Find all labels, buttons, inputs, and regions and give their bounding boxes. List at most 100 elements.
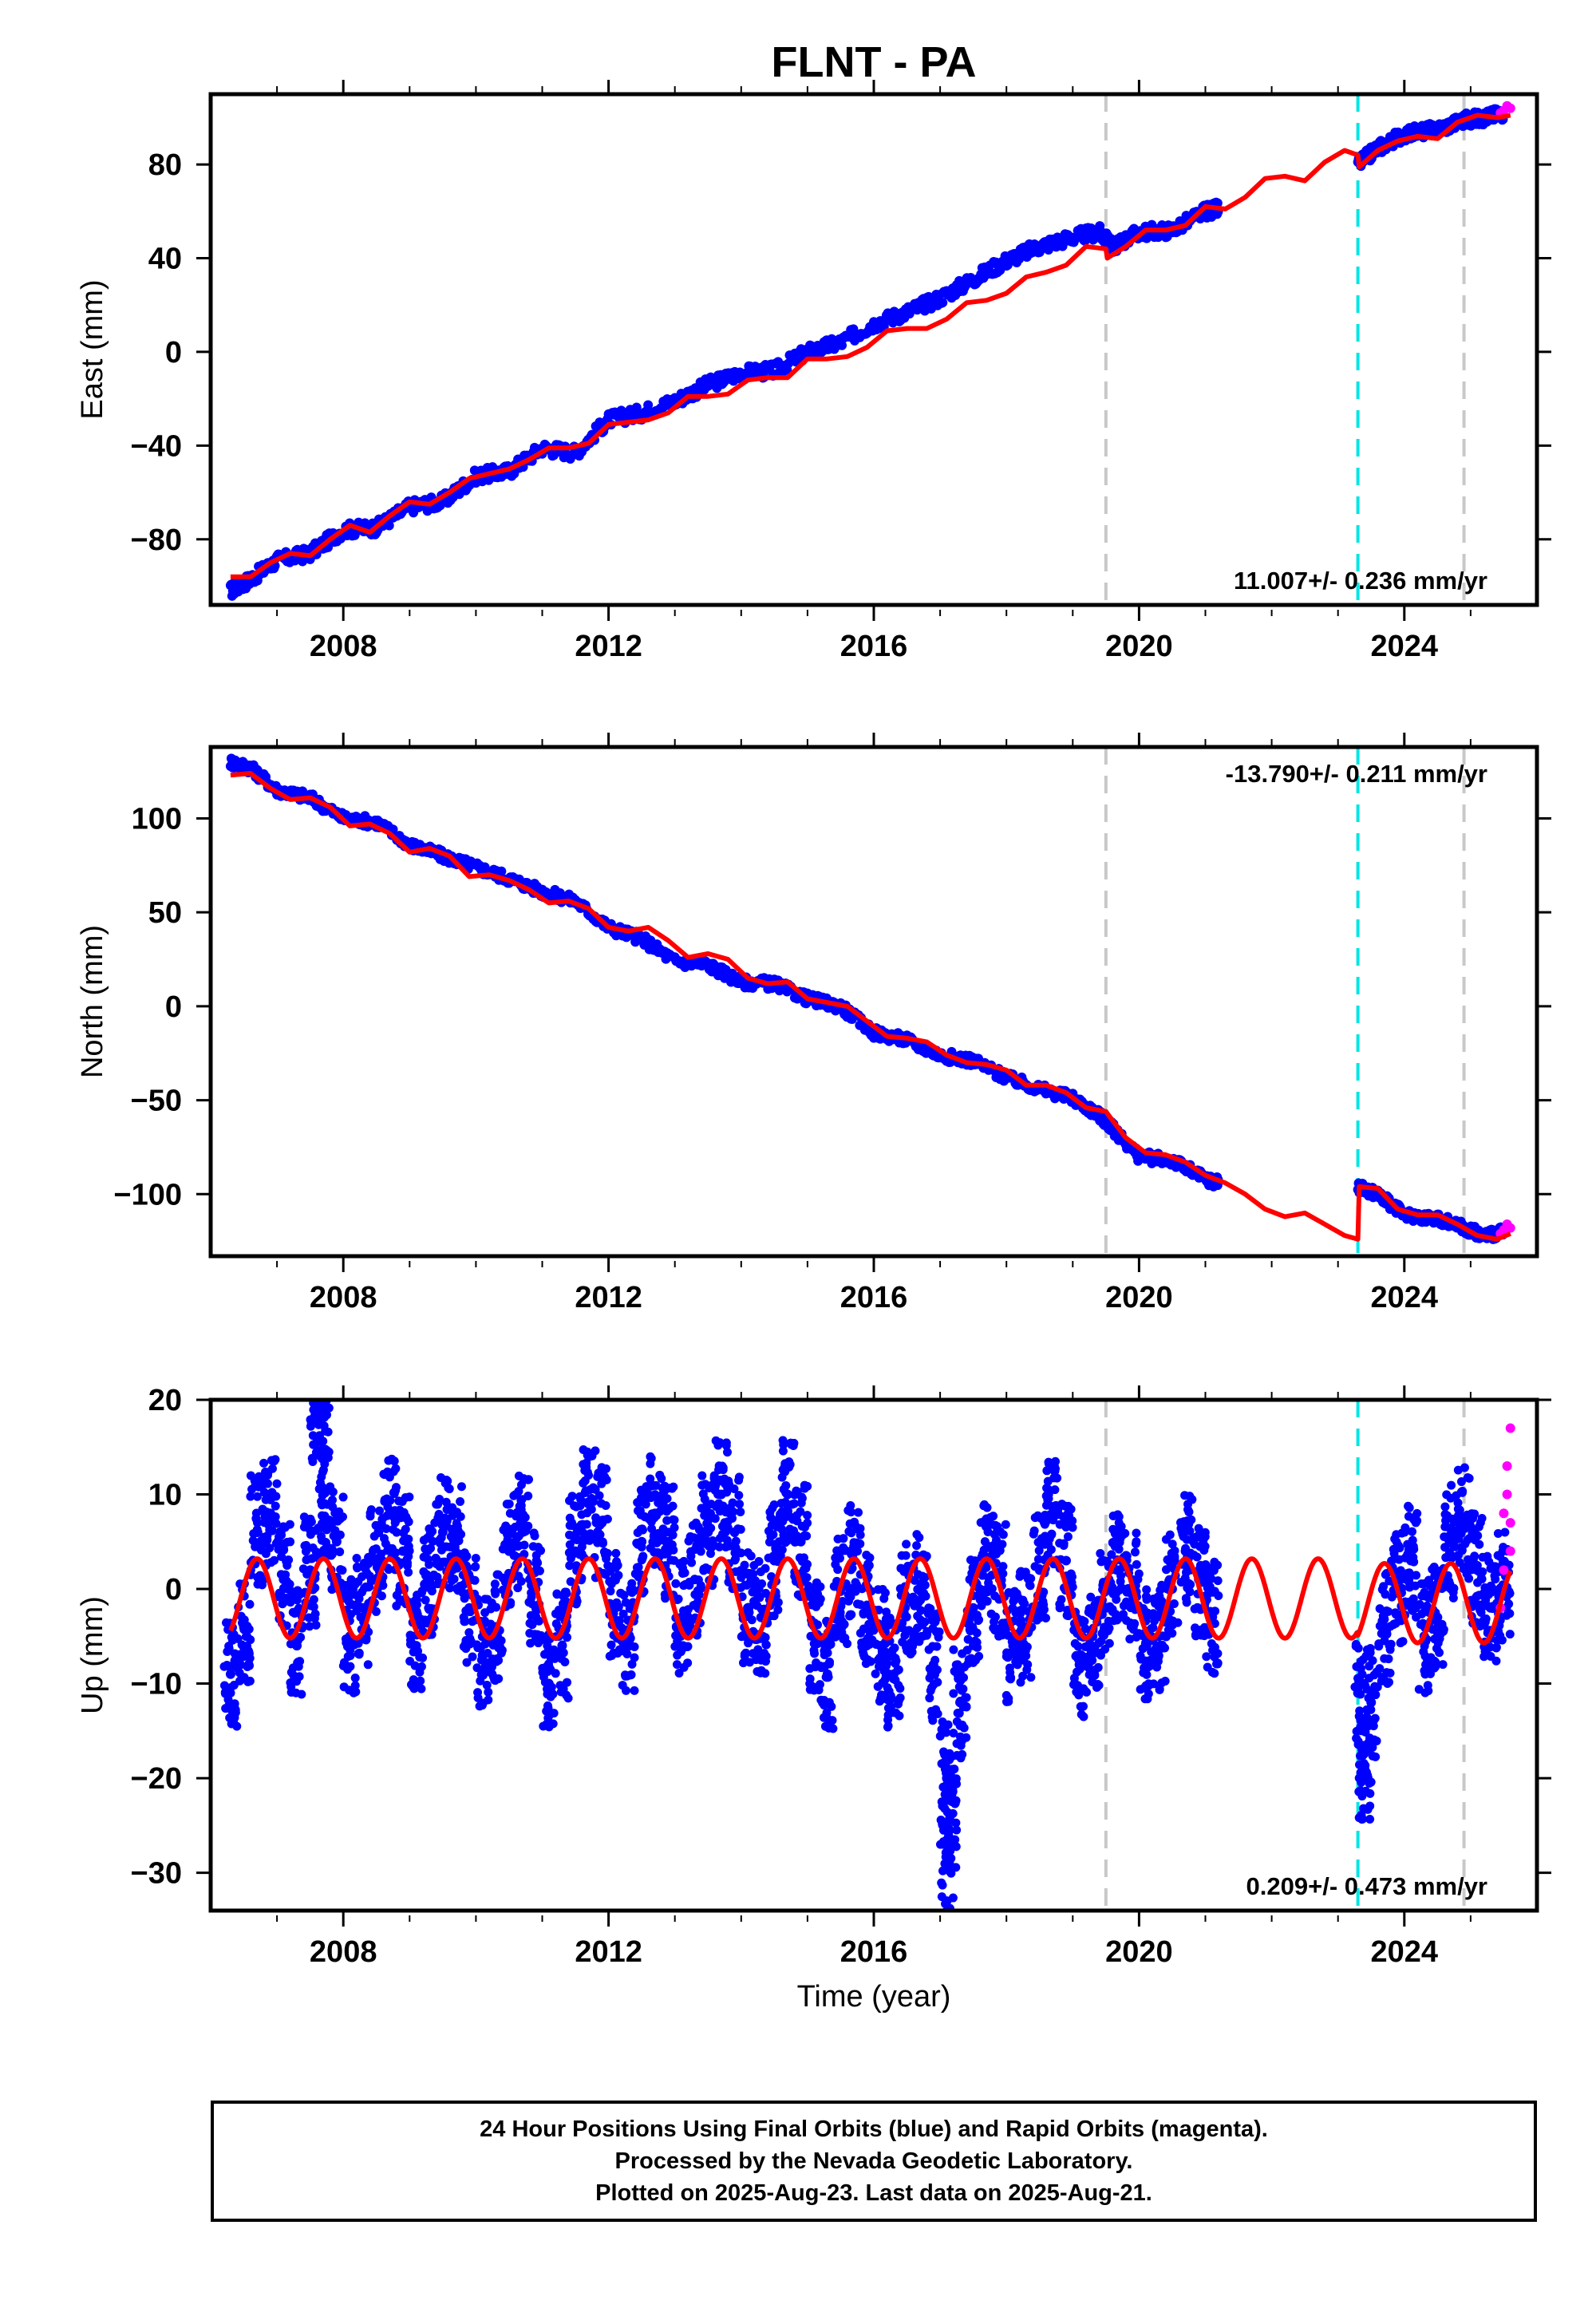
data-point (1051, 1464, 1061, 1473)
data-point (225, 1669, 235, 1679)
data-point (865, 1553, 875, 1563)
data-point (1111, 1610, 1120, 1619)
data-point (237, 1640, 247, 1650)
data-point (745, 1568, 755, 1578)
data-point (342, 1637, 352, 1646)
data-point (404, 1551, 413, 1561)
data-point (419, 1535, 429, 1545)
data-point (1041, 1614, 1051, 1623)
data-point (413, 1678, 423, 1687)
data-point (859, 1624, 868, 1634)
data-point (385, 1496, 395, 1505)
data-point (925, 1674, 934, 1683)
data-point (1132, 1528, 1141, 1538)
data-point (245, 1676, 255, 1686)
data-point (958, 1697, 968, 1706)
data-point (338, 1512, 348, 1522)
data-point (669, 1545, 678, 1555)
data-point (310, 1609, 320, 1618)
data-point (593, 1472, 602, 1481)
data-point (456, 1512, 465, 1521)
data-point (280, 1523, 290, 1532)
data-point (1076, 1701, 1085, 1711)
data-point (419, 1552, 429, 1562)
data-point (330, 1508, 340, 1518)
data-point (1019, 1639, 1029, 1649)
x-tick-label: 2008 (310, 630, 377, 663)
data-point (1032, 1615, 1041, 1625)
data-point (565, 1530, 575, 1539)
data-point (760, 1563, 770, 1573)
data-point (646, 1452, 655, 1461)
data-point (949, 1645, 958, 1654)
data-point (301, 1518, 310, 1528)
data-point (237, 1618, 247, 1628)
y-tick-label: −100 (113, 1178, 182, 1211)
data-point (884, 1620, 894, 1630)
data-point (514, 1471, 523, 1480)
data-point (1130, 1547, 1140, 1557)
data-point (1099, 1626, 1108, 1635)
data-point (637, 1555, 646, 1565)
data-point (556, 1687, 566, 1697)
data-point (438, 1519, 448, 1528)
y-tick-label: −80 (131, 524, 182, 557)
data-point (661, 1594, 670, 1603)
data-point (544, 1659, 554, 1669)
data-point (421, 1595, 430, 1605)
data-point (1008, 1603, 1017, 1613)
data-point (871, 1669, 880, 1678)
data-point (404, 1517, 413, 1527)
data-point (1116, 1534, 1125, 1543)
data-point (276, 1570, 286, 1579)
data-point (318, 1500, 327, 1510)
data-point (602, 1464, 611, 1473)
data-point (560, 1587, 570, 1597)
data-point (470, 1563, 480, 1572)
data-point (962, 1646, 972, 1655)
data-point (338, 1661, 348, 1670)
x-tick-label: 2012 (575, 630, 642, 663)
data-point (1121, 1585, 1131, 1595)
data-point (754, 1557, 764, 1567)
data-point (915, 1615, 925, 1625)
data-point (565, 1521, 575, 1531)
data-point (984, 1573, 994, 1583)
data-point (354, 1638, 363, 1648)
data-point (736, 1507, 745, 1516)
data-point (777, 1545, 787, 1555)
data-point (263, 1470, 273, 1480)
data-point (998, 1562, 1008, 1571)
data-point (910, 1601, 919, 1611)
data-point (684, 1536, 693, 1546)
data-point (549, 1709, 559, 1718)
model-curve (230, 113, 1511, 579)
data-point (1065, 1571, 1074, 1581)
data-point (551, 1609, 560, 1618)
data-point (420, 1579, 429, 1588)
data-point (271, 1501, 280, 1511)
data-point (405, 1630, 415, 1640)
data-point (350, 1681, 360, 1690)
data-point (1085, 1658, 1095, 1667)
data-point (982, 1503, 992, 1512)
data-point (1003, 1630, 1013, 1640)
data-point (701, 1480, 710, 1489)
data-point (613, 1560, 622, 1570)
data-point (490, 1579, 500, 1589)
data-point (723, 1523, 733, 1532)
data-point (1015, 1615, 1025, 1625)
data-point (1068, 1523, 1077, 1532)
data-point (713, 1441, 723, 1450)
data-point (1009, 1592, 1019, 1602)
data-point (844, 1527, 854, 1536)
data-point (476, 1676, 485, 1686)
data-point (552, 1590, 562, 1599)
data-point (1061, 1501, 1070, 1511)
data-point (464, 1628, 474, 1638)
data-point (734, 1476, 744, 1485)
data-point (389, 1456, 399, 1466)
model-curve (230, 771, 1511, 1242)
data-point (890, 1643, 899, 1653)
